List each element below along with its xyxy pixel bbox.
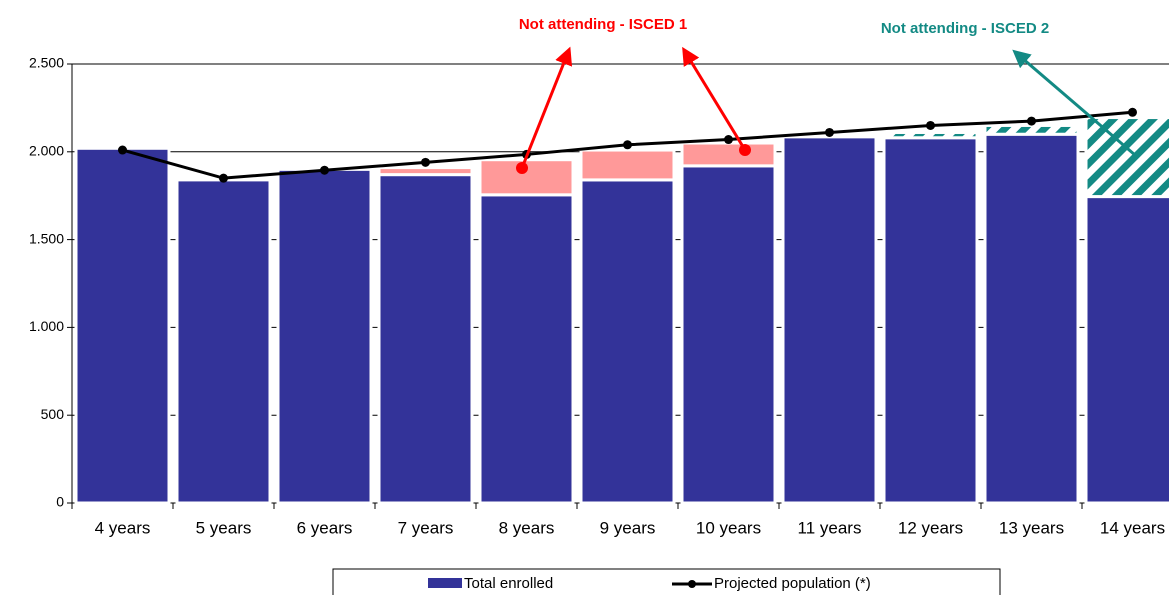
line-point	[118, 145, 127, 155]
x-tick-label: 11 years	[798, 518, 862, 537]
line-point	[724, 135, 733, 145]
bar-segment	[579, 148, 676, 182]
bar	[983, 132, 1080, 505]
x-tick-label: 10 years	[696, 518, 761, 537]
bar-segment	[680, 141, 777, 168]
bar	[1084, 195, 1169, 505]
bar	[276, 167, 373, 505]
y-tick-label: 1.500	[29, 230, 64, 246]
line-point	[320, 165, 329, 175]
annotation: Not attending - ISCED 2	[881, 20, 1049, 37]
bar	[882, 136, 979, 505]
y-tick-label: 500	[41, 406, 65, 422]
line-point	[421, 157, 430, 167]
bar	[175, 178, 272, 505]
y-tick-label: 2.500	[29, 55, 64, 71]
bar	[377, 173, 474, 505]
annotation: Not attending - ISCED 1	[519, 16, 687, 33]
annotation-arrow	[682, 46, 747, 151]
x-tick-label: 13 years	[999, 518, 1064, 537]
bar	[579, 178, 676, 505]
bar	[680, 164, 777, 505]
legend-swatch	[428, 578, 462, 588]
line-point	[1027, 116, 1036, 126]
bar-segment	[377, 166, 474, 177]
x-tick-label: 6 years	[297, 518, 353, 537]
hatched-bar-segment	[983, 123, 1080, 136]
line-point	[219, 173, 228, 183]
line-point	[623, 140, 632, 150]
bar	[74, 146, 171, 505]
bar	[478, 193, 575, 505]
legend-label: Total enrolled	[464, 575, 553, 592]
bar	[781, 135, 878, 505]
y-tick-label: 2.000	[29, 143, 64, 159]
x-tick-label: 4 years	[95, 518, 151, 537]
legend-label: Projected population (*)	[714, 575, 871, 592]
hatched-bar-segment	[1084, 116, 1169, 199]
hatched-bar-segment	[882, 130, 979, 140]
x-tick-label: 7 years	[398, 518, 454, 537]
x-tick-label: 8 years	[499, 518, 555, 537]
annotation-dot	[739, 144, 751, 156]
x-tick-label: 9 years	[600, 518, 656, 537]
legend-swatch	[688, 580, 696, 588]
annotation-arrow	[1012, 49, 1136, 157]
y-tick-label: 1.000	[29, 318, 64, 334]
annotation-arrow	[520, 46, 573, 169]
annotation-dot	[516, 162, 528, 174]
x-tick-label: 5 years	[196, 518, 252, 537]
line-point	[825, 127, 834, 137]
x-tick-label: 14 years	[1100, 518, 1165, 537]
x-tick-label: 12 years	[898, 518, 963, 537]
y-tick-label: 0	[56, 494, 64, 510]
line-point	[926, 120, 935, 130]
line-point	[1128, 107, 1137, 117]
